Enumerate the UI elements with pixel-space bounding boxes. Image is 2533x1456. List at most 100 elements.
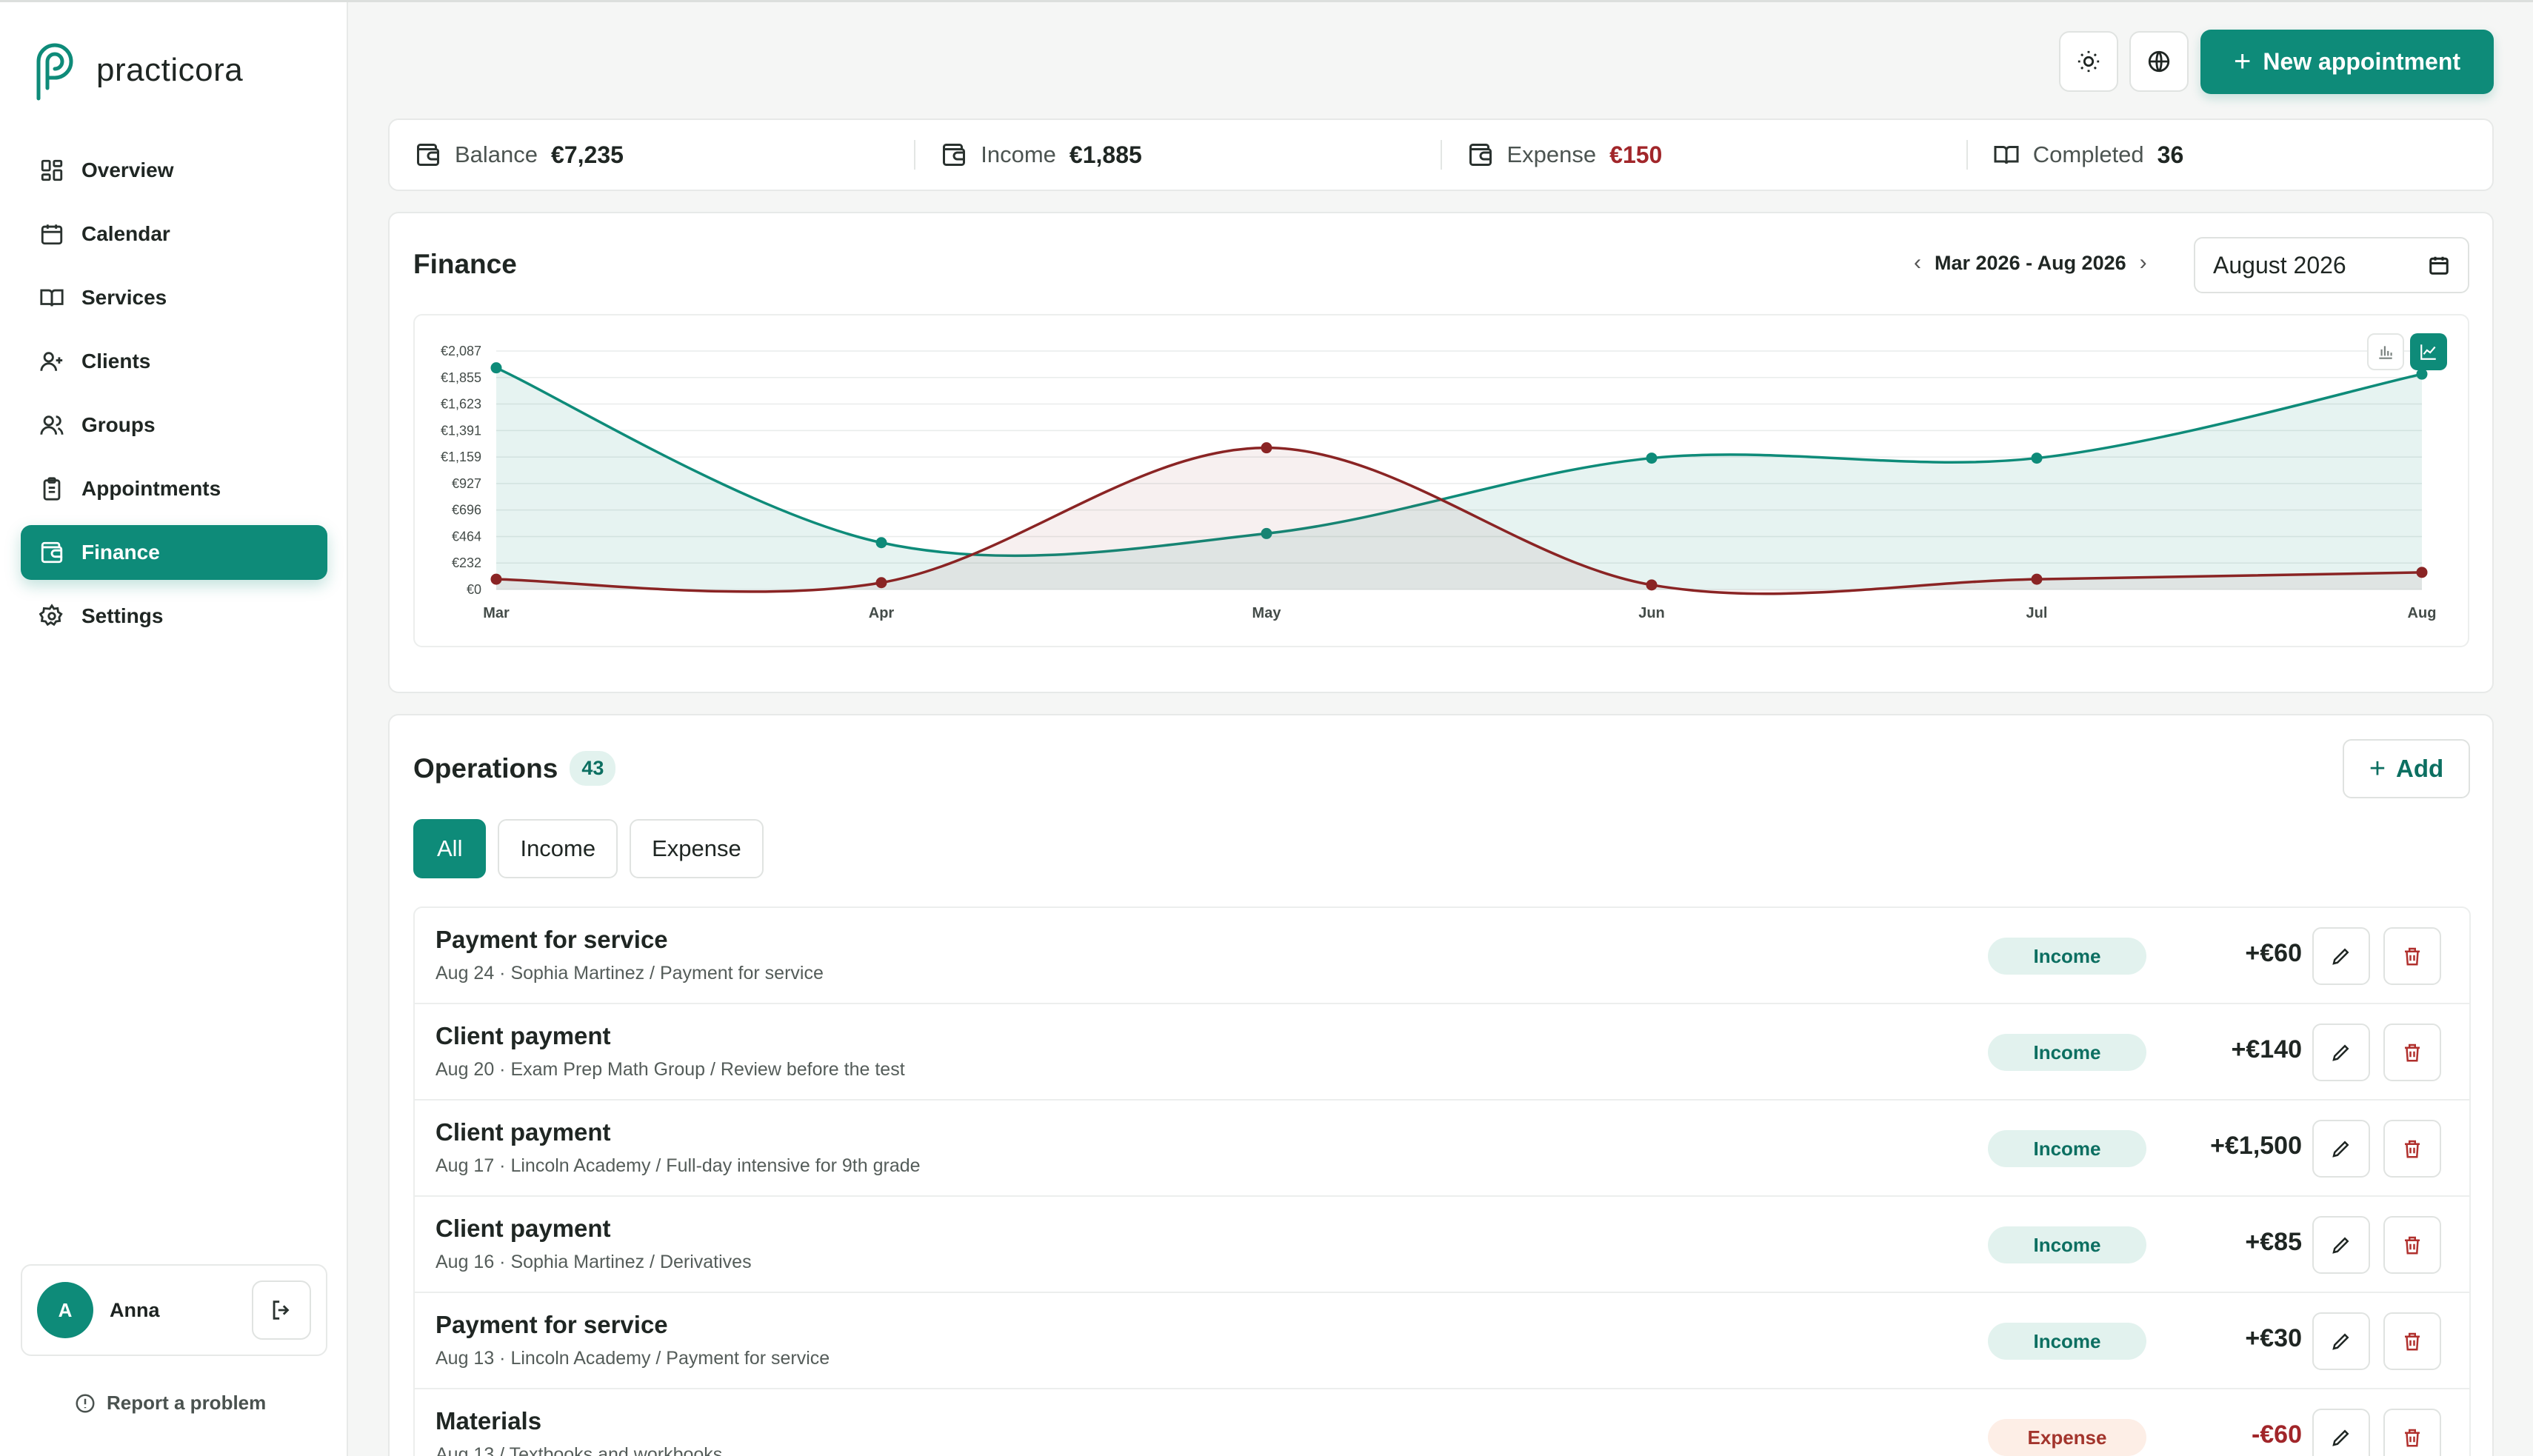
wallet-icon — [1469, 144, 1492, 166]
sidebar-item-groups[interactable]: Groups — [21, 398, 327, 453]
stat-income: Income €1,885 — [915, 140, 1442, 170]
sidebar-item-services[interactable]: Services — [21, 270, 327, 325]
user-card: A Anna — [21, 1264, 327, 1356]
list-item[interactable]: Materials Aug 13 / Textbooks and workboo… — [415, 1389, 2469, 1456]
line-chart-toggle[interactable] — [2410, 333, 2447, 370]
globe-icon — [2148, 50, 2170, 73]
operation-amount: +€30 — [2245, 1324, 2302, 1352]
status-badge: Expense — [1988, 1419, 2146, 1456]
x-tick-label: May — [1252, 605, 1282, 621]
operation-details: Aug 13 / Textbooks and workbooks — [435, 1444, 723, 1456]
edit-button[interactable] — [2312, 1312, 2370, 1370]
stat-label: Completed — [2032, 141, 2144, 167]
user-name: Anna — [110, 1298, 160, 1321]
edit-button[interactable] — [2312, 927, 2370, 985]
edit-button[interactable] — [2312, 1216, 2370, 1274]
gear-icon — [39, 603, 65, 630]
delete-button[interactable] — [2383, 1216, 2441, 1274]
new-appointment-button[interactable]: + New appointment — [2200, 30, 2494, 94]
bar-chart-toggle[interactable] — [2367, 333, 2404, 370]
list-item[interactable]: Payment for service Aug 24 · Sophia Mart… — [415, 908, 2469, 1004]
delete-button[interactable] — [2383, 1312, 2441, 1370]
series-line — [495, 367, 2423, 558]
chart-canvas: €0 €232 €464 €696 €927 €1,159 €1,391 €1,623 €1,8… — [441, 344, 2437, 621]
operation-amount: +€1,500 — [2210, 1132, 2302, 1160]
operations-title: Operations — [413, 752, 558, 784]
finance-card: Finance ‹ Mar 2026 - Aug 2026 › August 2… — [388, 212, 2494, 693]
avatar[interactable]: A — [37, 1282, 93, 1338]
y-tick-label: €1,855 — [441, 370, 481, 385]
sidebar-item-calendar[interactable]: Calendar — [21, 207, 327, 261]
plus-icon: + — [2369, 752, 2386, 784]
add-operation-button[interactable]: + Add — [2343, 739, 2470, 798]
sidebar-item-finance[interactable]: Finance — [21, 525, 327, 580]
y-tick-label: €464 — [452, 529, 481, 544]
data-point — [490, 573, 502, 585]
report-problem-link[interactable]: Report a problem — [74, 1392, 266, 1415]
filter-all[interactable]: All — [413, 819, 487, 878]
delete-button[interactable] — [2383, 1409, 2441, 1456]
filter-income[interactable]: Income — [498, 819, 618, 878]
data-point — [2031, 453, 2043, 464]
trash-icon — [2405, 1429, 2420, 1447]
theme-toggle-button[interactable] — [2059, 31, 2118, 92]
list-item[interactable]: Client payment Aug 16 · Sophia Martinez … — [415, 1197, 2469, 1293]
stat-label: Income — [981, 141, 1056, 167]
finance-chart: €0 €232 €464 €696 €927 €1,159 €1,391 €1,623 €1,8… — [413, 314, 2469, 647]
operations-header: Operations 43 — [413, 751, 616, 786]
list-item[interactable]: Client payment Aug 17 · Lincoln Academy … — [415, 1101, 2469, 1197]
status-badge: Income — [1988, 1130, 2146, 1167]
edit-button[interactable] — [2312, 1023, 2370, 1081]
filter-expense[interactable]: Expense — [630, 819, 764, 878]
edit-button[interactable] — [2312, 1120, 2370, 1178]
data-point — [2416, 567, 2428, 578]
logo-mark-icon — [36, 43, 73, 101]
sidebar-item-overview[interactable]: Overview — [21, 143, 327, 198]
book-icon — [39, 284, 65, 311]
chevron-right-icon[interactable]: › — [2139, 250, 2147, 275]
operation-details: Aug 17 · Lincoln Academy / Full-day inte… — [435, 1155, 921, 1176]
date-range-label: Mar 2026 - Aug 2026 — [1935, 251, 2126, 274]
pencil-icon — [2332, 1141, 2349, 1158]
data-point — [1261, 527, 1272, 539]
edit-button[interactable] — [2312, 1409, 2370, 1456]
stat-label: Expense — [1506, 141, 1597, 167]
list-item[interactable]: Client payment Aug 20 · Exam Prep Math G… — [415, 1004, 2469, 1101]
sidebar-item-clients[interactable]: Clients — [21, 334, 327, 389]
x-tick-label: Jul — [2026, 605, 2048, 621]
data-point — [2416, 368, 2428, 380]
line-chart-icon — [2420, 344, 2436, 360]
users-icon — [39, 412, 65, 438]
operation-details: Aug 16 · Sophia Martinez / Derivatives — [435, 1252, 752, 1272]
operations-count-badge: 43 — [570, 751, 616, 786]
language-button[interactable] — [2129, 31, 2189, 92]
sidebar-nav: Overview Calendar Services Clients Group… — [21, 143, 327, 652]
operation-amount: +€85 — [2245, 1228, 2302, 1256]
status-badge: Income — [1988, 1034, 2146, 1071]
month-picker[interactable]: August 2026 — [2194, 237, 2469, 293]
chevron-left-icon[interactable]: ‹ — [1914, 250, 1921, 275]
sidebar-item-appointments[interactable]: Appointments — [21, 461, 327, 516]
delete-button[interactable] — [2383, 1023, 2441, 1081]
data-point — [1646, 579, 1658, 591]
logout-button[interactable] — [252, 1280, 311, 1340]
operation-amount: +€140 — [2231, 1035, 2303, 1063]
stat-value: €150 — [1609, 141, 1663, 168]
sidebar-item-label: Clients — [81, 350, 151, 373]
date-range-nav: ‹ Mar 2026 - Aug 2026 › — [1900, 250, 2160, 275]
list-item[interactable]: Payment for service Aug 13 · Lincoln Aca… — [415, 1293, 2469, 1389]
x-tick-label: Aug — [2408, 605, 2437, 621]
grid-icon — [39, 157, 65, 184]
sidebar-item-settings[interactable]: Settings — [21, 589, 327, 644]
status-badge: Income — [1988, 1226, 2146, 1263]
delete-button[interactable] — [2383, 1120, 2441, 1178]
trash-icon — [2405, 1332, 2420, 1351]
pencil-icon — [2332, 1044, 2349, 1061]
app-logo[interactable]: practicora — [33, 39, 243, 101]
stat-value: €1,885 — [1069, 141, 1142, 168]
pencil-icon — [2332, 1237, 2349, 1254]
y-tick-label: €1,623 — [441, 397, 481, 412]
delete-button[interactable] — [2383, 927, 2441, 985]
series-area — [496, 447, 2422, 594]
y-tick-label: €1,159 — [441, 450, 481, 464]
